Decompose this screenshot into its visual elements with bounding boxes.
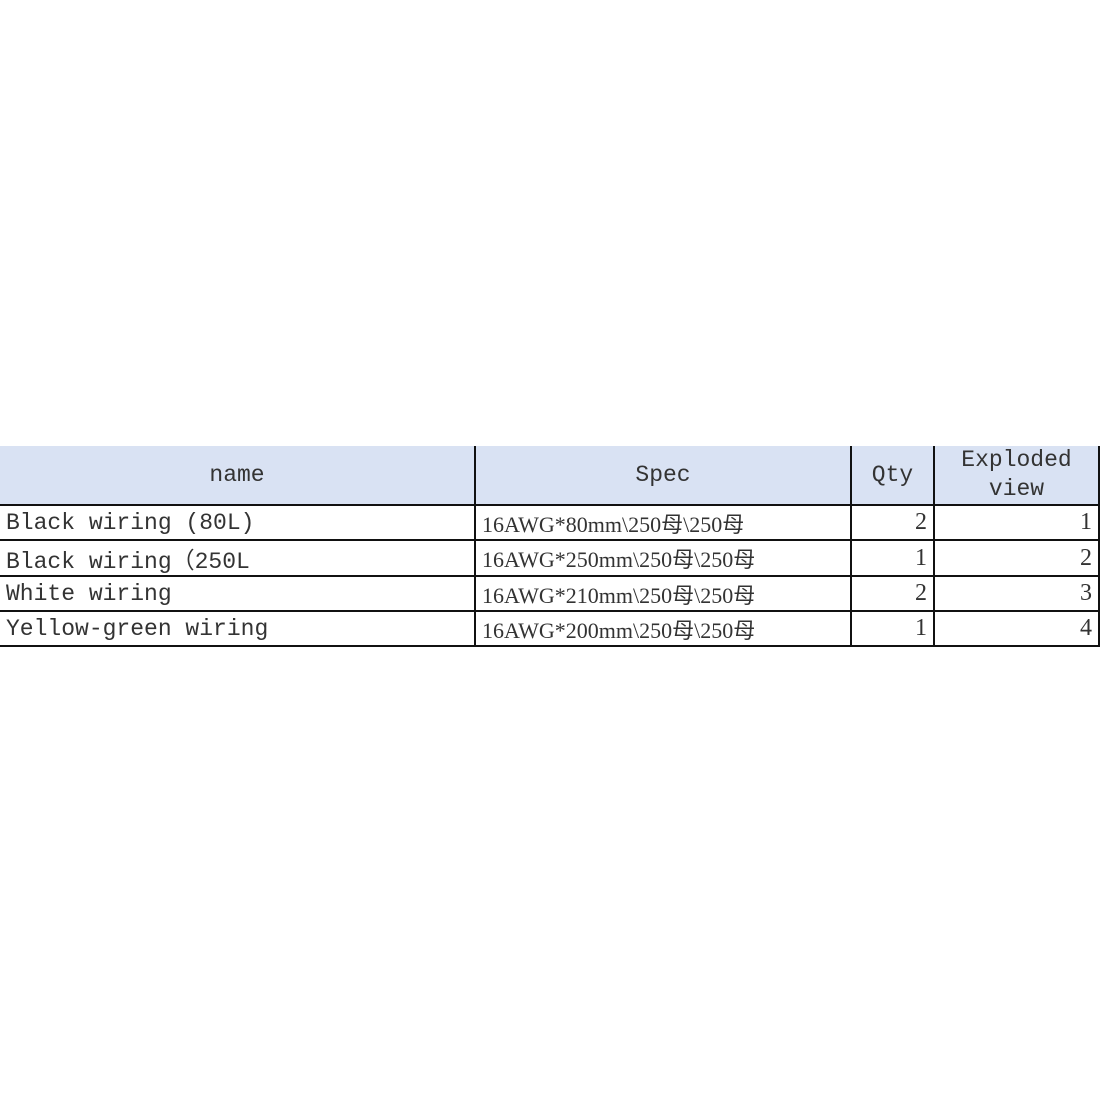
cell-name[interactable]: Black wiring（250L	[0, 539, 476, 577]
table-row: Yellow-green wiring 16AWG*200mm\250母\250…	[0, 610, 1100, 647]
cell-name[interactable]: Yellow-green wiring	[0, 610, 476, 647]
cell-name[interactable]: White wiring	[0, 575, 476, 612]
cell-qty[interactable]: 2	[850, 504, 935, 541]
cell-exploded-view[interactable]: 1	[933, 504, 1100, 541]
cell-exploded-view[interactable]: 3	[933, 575, 1100, 612]
cell-spec[interactable]: 16AWG*210mm\250母\250母	[474, 575, 852, 612]
parts-table: name Spec Qty Exploded view Black wiring…	[0, 446, 1100, 647]
cell-name[interactable]: Black wiring (80L)	[0, 504, 476, 541]
header-qty[interactable]: Qty	[850, 446, 935, 506]
table-row: White wiring 16AWG*210mm\250母\250母 2 3	[0, 575, 1100, 612]
cell-exploded-view[interactable]: 2	[933, 539, 1100, 577]
table-row: Black wiring（250L 16AWG*250mm\250母\250母 …	[0, 539, 1100, 577]
cell-qty[interactable]: 2	[850, 575, 935, 612]
header-row: name Spec Qty Exploded view	[0, 446, 1100, 506]
header-spec[interactable]: Spec	[474, 446, 852, 506]
cell-qty[interactable]: 1	[850, 539, 935, 577]
cell-exploded-view[interactable]: 4	[933, 610, 1100, 647]
header-exploded-view[interactable]: Exploded view	[933, 446, 1100, 506]
cell-spec[interactable]: 16AWG*200mm\250母\250母	[474, 610, 852, 647]
cell-spec[interactable]: 16AWG*80mm\250母\250母	[474, 504, 852, 541]
cell-qty[interactable]: 1	[850, 610, 935, 647]
table-row: Black wiring (80L) 16AWG*80mm\250母\250母 …	[0, 504, 1100, 541]
header-name[interactable]: name	[0, 446, 476, 506]
cell-spec[interactable]: 16AWG*250mm\250母\250母	[474, 539, 852, 577]
